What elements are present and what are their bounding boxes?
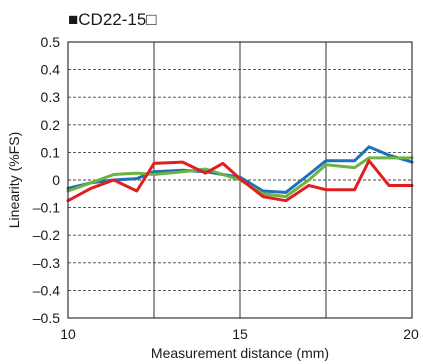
y-tick-label: 0.4 [41, 62, 61, 78]
series-layer [66, 145, 414, 203]
y-tick-label: 0.5 [41, 34, 61, 50]
x-axis-label: Measurement distance (mm) [151, 345, 329, 361]
chart-title: ■CD22-15□ [68, 10, 157, 29]
y-tick-label: 0 [52, 172, 60, 188]
x-tick-label: 20 [403, 326, 419, 342]
y-tick-label: –0.2 [33, 227, 60, 243]
y-axis-label: Linearity (%FS) [6, 132, 22, 228]
y-tick-labels: 0.5 0.4 0.3 0.2 0.1 0 –0.1 –0.2 –0.3 –0.4 –0.5 [33, 34, 60, 326]
series-line-3 [66, 159, 414, 203]
y-tick-label: –0.5 [33, 310, 60, 326]
y-tick-label: 0.1 [41, 144, 61, 160]
y-tick-label: –0.1 [33, 200, 60, 216]
y-tick-label: –0.4 [33, 282, 60, 298]
plot-frame [67, 41, 413, 319]
y-tick-label: 0.2 [41, 117, 61, 133]
y-tick-label: –0.3 [33, 255, 60, 271]
x-tick-labels: 10 15 20 [60, 326, 419, 342]
x-tick-label: 15 [232, 326, 248, 342]
y-tick-label: 0.3 [41, 89, 61, 105]
x-tick-label: 10 [60, 326, 76, 342]
